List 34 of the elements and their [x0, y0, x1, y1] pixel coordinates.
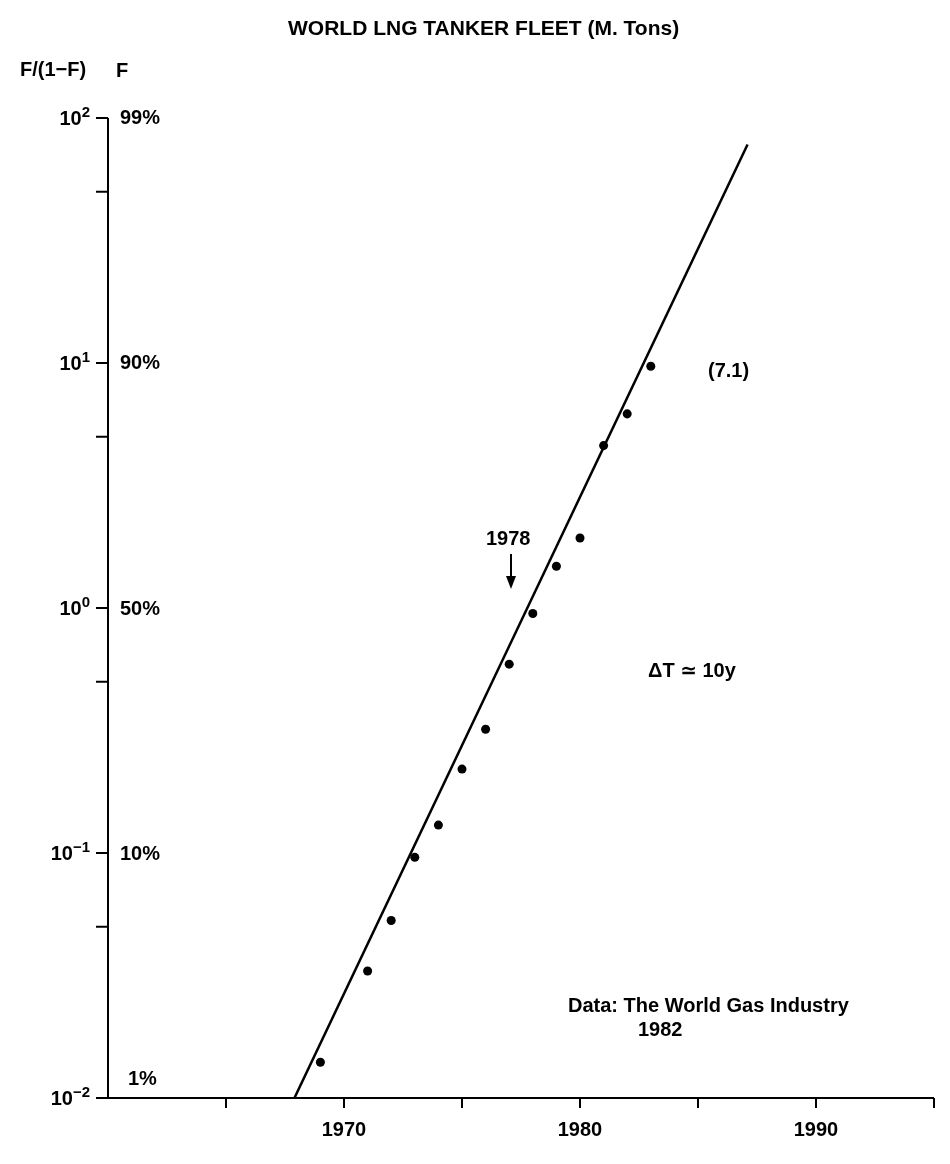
- point: [410, 852, 420, 862]
- y-tick-label: 10$^{0}$: [59, 592, 90, 619]
- point: [528, 608, 538, 618]
- y-tick-label: 10$^{−2}$: [50, 1082, 90, 1109]
- x-tick-label: 1980: [557, 1118, 603, 1140]
- annotation: 99%: [120, 105, 161, 129]
- annotation: ΔT ≃ 10y: [648, 658, 736, 682]
- annotation: 10%: [120, 841, 161, 865]
- point: [551, 561, 561, 571]
- point: [363, 966, 373, 976]
- y-tick-label: 10$^{−1}$: [50, 837, 90, 864]
- x-tick-label: 1970: [321, 1118, 367, 1140]
- point: [433, 820, 443, 830]
- annotation: (7.1): [708, 358, 750, 382]
- point: [386, 916, 396, 926]
- annotation: 1%: [128, 1066, 157, 1090]
- point: [646, 361, 656, 371]
- annotation: 90%: [120, 350, 161, 374]
- y-tick-label: 10$^{2}$: [59, 102, 90, 129]
- annotation: 50%: [120, 596, 161, 620]
- point: [504, 659, 514, 669]
- annotation: 1978: [486, 526, 531, 550]
- y-tick-label: 10$^{1}$: [59, 347, 90, 374]
- point: [481, 724, 491, 734]
- point: [575, 533, 585, 543]
- point: [622, 409, 632, 419]
- point: [457, 764, 467, 774]
- chart-title: WORLD LNG TANKER FLEET (M. Tons): [288, 16, 680, 40]
- x-tick-label: 1990: [793, 1118, 839, 1140]
- y-axis-title: F/(1−F): [20, 58, 87, 81]
- text: F: [116, 58, 129, 82]
- point: [315, 1057, 325, 1067]
- point: [599, 441, 609, 451]
- annotation: Data: The World Gas Industry 1982: [568, 993, 849, 1041]
